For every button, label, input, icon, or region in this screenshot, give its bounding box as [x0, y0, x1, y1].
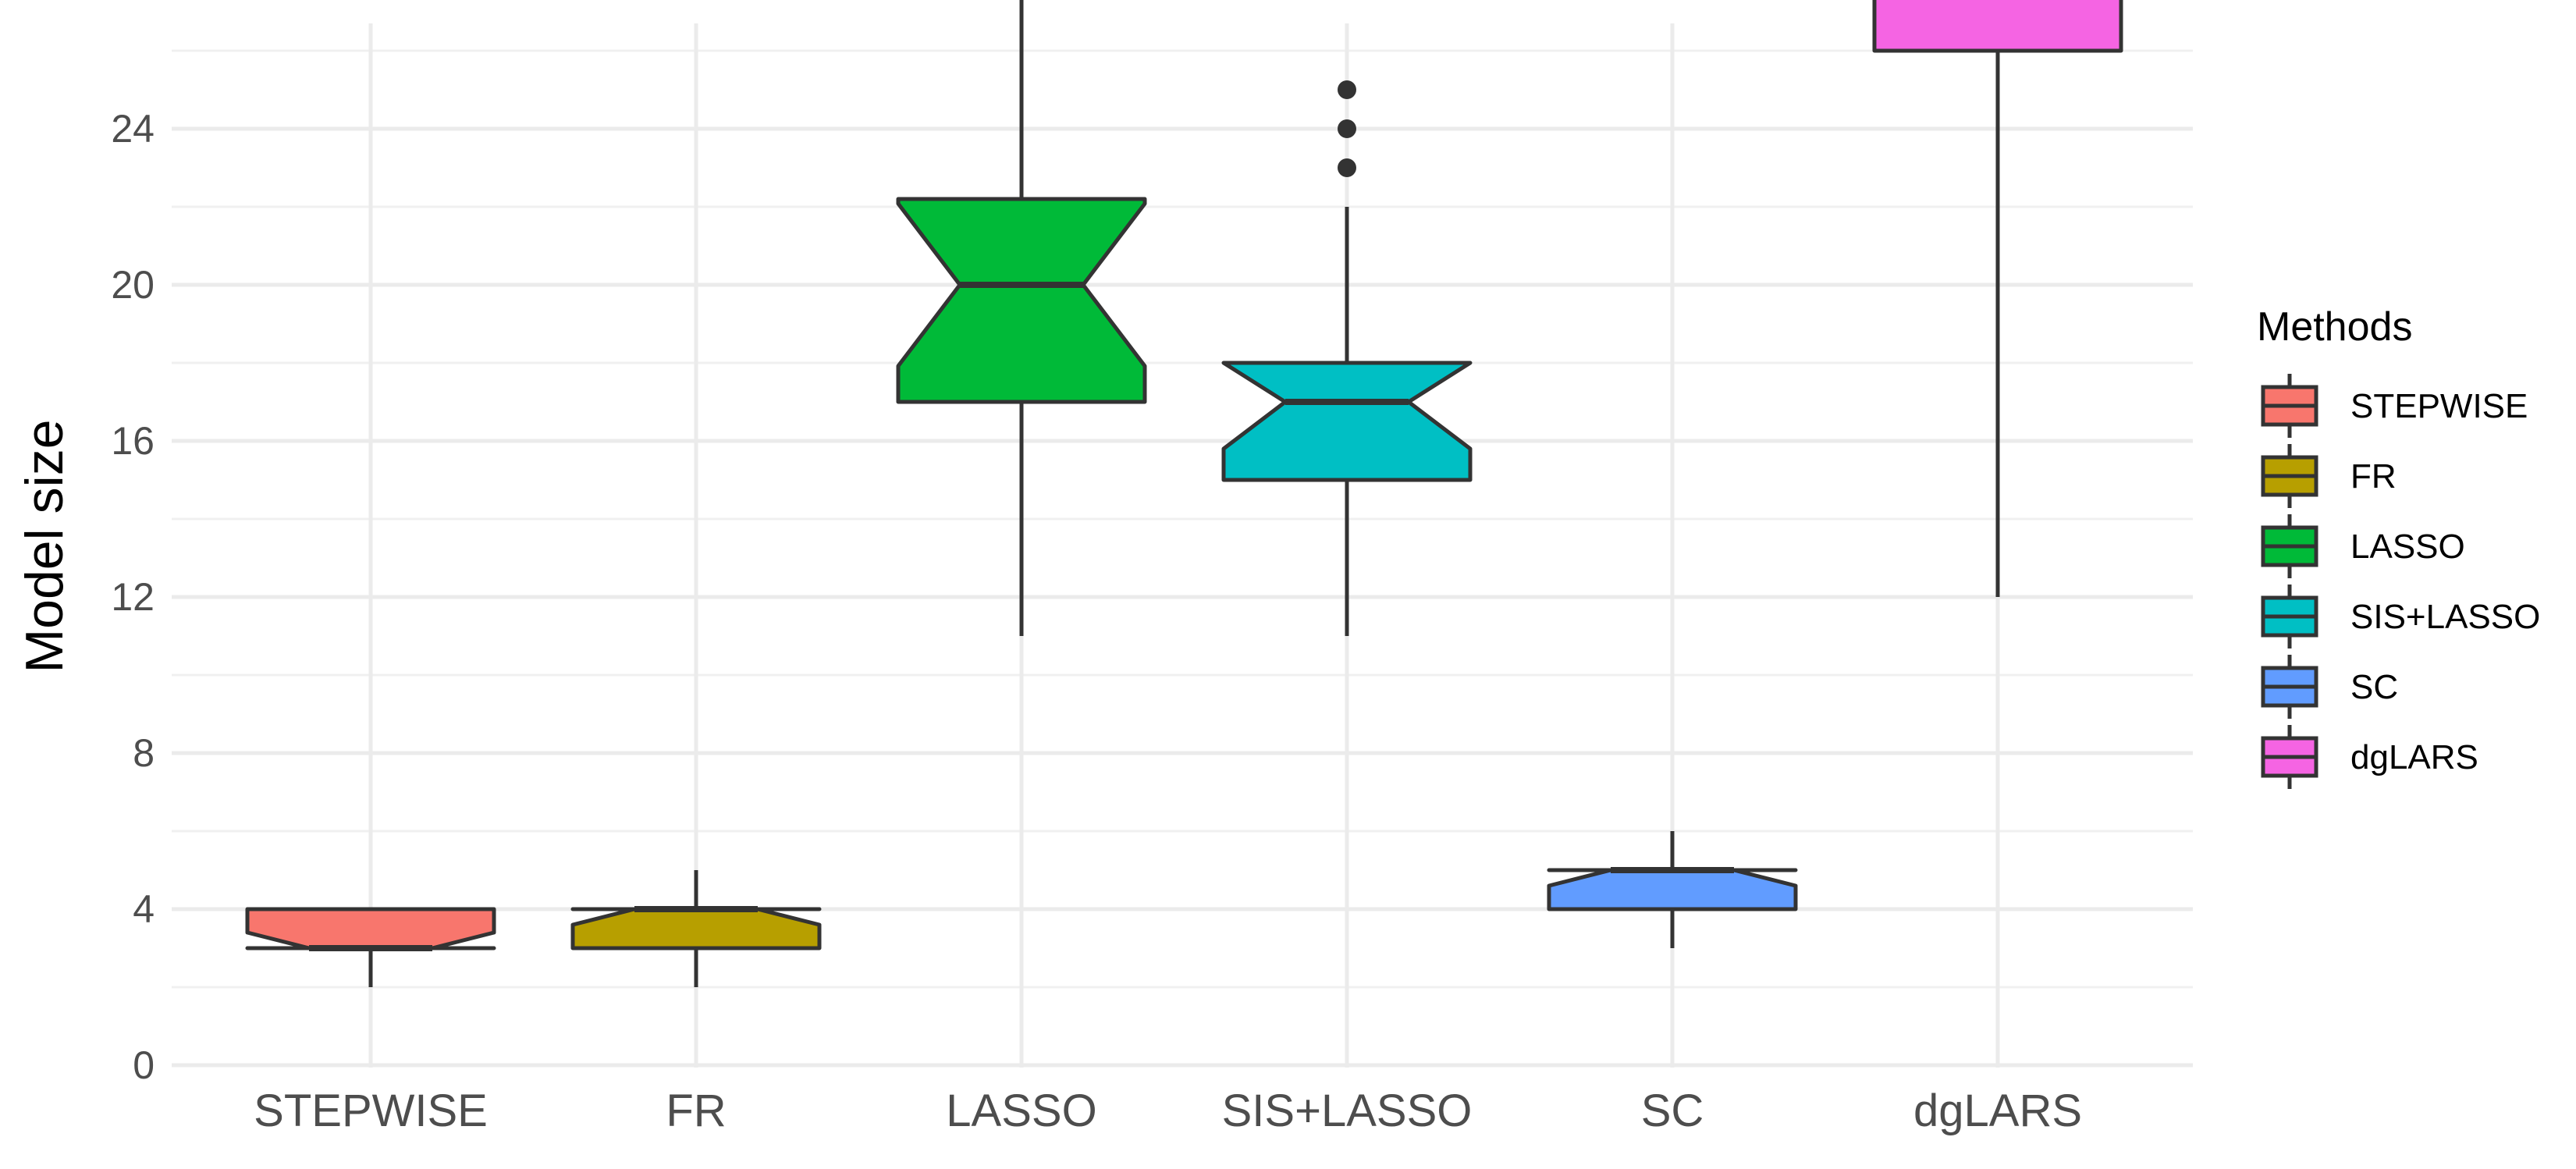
boxes [245, 0, 2123, 987]
outlier-point [1338, 119, 1356, 138]
legend-label: dgLARS [2350, 738, 2478, 776]
legend-item-fr: FR [2261, 444, 2397, 508]
box-stepwise [245, 907, 496, 987]
x-tick-label: LASSO [946, 1086, 1096, 1136]
x-tick-label: STEPWISE [254, 1086, 488, 1136]
y-tick-label: 12 [111, 575, 155, 619]
y-tick-label: 4 [133, 887, 155, 931]
legend-item-sis-lasso: SIS+LASSO [2261, 584, 2540, 648]
y-tick-label: 8 [133, 731, 155, 775]
x-tick-label: SIS+LASSO [1222, 1086, 1473, 1136]
box-fr [570, 870, 822, 987]
legend-item-lasso: LASSO [2261, 514, 2465, 578]
box-body [1547, 868, 1798, 911]
box-sis-lasso [1221, 80, 1473, 636]
x-tick-label: SC [1641, 1086, 1704, 1136]
legend-label: LASSO [2350, 528, 2465, 566]
box-sc [1547, 831, 1798, 948]
outlier-point [1338, 80, 1356, 99]
legend-label: FR [2350, 457, 2397, 496]
legend: Methods STEPWISE FR LASSO SIS+LASSO SC dgLARS [2257, 304, 2540, 789]
legend-items: STEPWISE FR LASSO SIS+LASSO SC dgLARS [2261, 374, 2540, 789]
y-tick-label: 20 [111, 263, 155, 307]
y-tick-label: 0 [133, 1043, 155, 1087]
y-tick-label: 16 [111, 419, 155, 463]
box-body [1221, 361, 1473, 482]
legend-label: STEPWISE [2350, 387, 2528, 425]
box-lasso [896, 0, 1147, 636]
legend-title: Methods [2257, 304, 2412, 350]
x-axis-ticks: STEPWISE FR LASSO SIS+LASSO SC dgLARS [254, 1086, 2082, 1136]
y-axis-ticks: 0481216202428323640444852 [111, 107, 155, 1087]
box-body [570, 907, 822, 950]
box-body [245, 907, 496, 950]
x-tick-label: FR [666, 1086, 726, 1136]
box-body [896, 197, 1147, 404]
legend-item-sc: SC [2261, 655, 2398, 719]
legend-item-stepwise: STEPWISE [2261, 374, 2528, 438]
box-body [1872, 0, 2123, 53]
legend-label: SC [2350, 668, 2398, 706]
y-axis-title: Model size [15, 419, 74, 673]
legend-label: SIS+LASSO [2350, 598, 2540, 636]
y-tick-label: 24 [111, 107, 155, 151]
box-dglars [1872, 0, 2123, 597]
outlier-point [1338, 158, 1356, 177]
legend-item-dglars: dgLARS [2261, 725, 2478, 789]
x-tick-label: dgLARS [1913, 1086, 2082, 1136]
